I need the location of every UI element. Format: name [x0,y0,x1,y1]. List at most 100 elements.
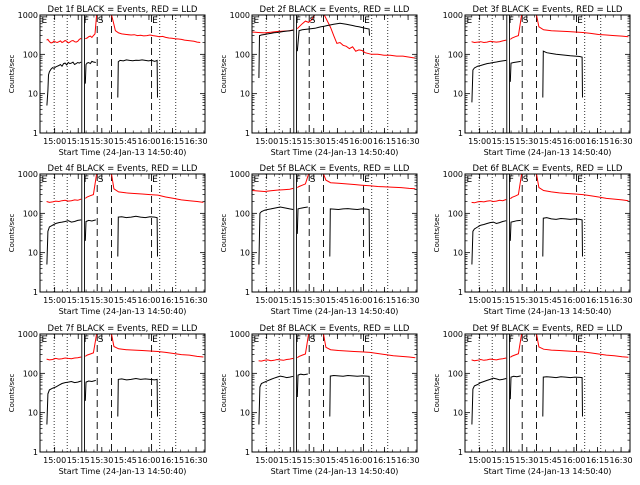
y-tick-label: 1000 [443,11,463,20]
series-segment [85,334,98,357]
y-tick-label: 100 [448,369,463,378]
series-segment [258,375,294,425]
marker-letter: S [98,335,104,345]
reference-lines [478,334,602,452]
x-tick-label: 15:45 [326,137,349,146]
y-tick-label: 10 [240,249,250,258]
series-segment [329,208,370,257]
series-segment [296,373,308,398]
series-segment [542,217,583,257]
marker-letter: E [364,335,370,345]
reference-lines [53,334,177,452]
y-tick-label: 1 [245,129,250,138]
y-tick-label: 100 [23,209,38,218]
x-tick-label: 16:00 [562,456,585,465]
plot-frame [251,173,418,293]
plot-frame [251,14,418,134]
y-tick-label: 1 [245,448,250,457]
x-axis-label: Start Time (24-Jan-13 14:50:40) [271,148,399,157]
x-tick-label: 16:00 [349,456,372,465]
x-axis-label: Start Time (24-Jan-13 14:50:40) [484,148,612,157]
series-segment [296,206,308,234]
x-tick-label: 15:30 [302,296,325,305]
series-segment [471,59,507,103]
y-tick-label: 10 [240,90,250,99]
x-tick-label: 16:15 [161,296,184,305]
marker-letter: F [296,16,301,26]
events-series [258,373,370,425]
y-tick-label: 10 [240,409,250,418]
x-tick-label: 16:30 [185,137,208,146]
reference-lines [53,15,177,133]
x-tick-label: 16:00 [562,137,585,146]
marker-letter: S [523,16,529,26]
x-tick-label: 15:45 [114,137,137,146]
panel-title: Det 4f BLACK = Events, RED = LLD [48,164,198,174]
x-tick-label: 15:45 [539,456,562,465]
series-segment [509,375,521,400]
y-tick-label: 1000 [230,330,250,339]
marker-letter: S [98,16,104,26]
series-segment [509,174,523,200]
y-axis-label: Counts/sec [8,214,16,253]
panel-title: Det 7f BLACK = Events, RED = LLD [48,324,198,334]
y-tick-label: 100 [235,50,250,59]
series-segment [471,377,507,425]
x-tick-label: 16:30 [610,456,633,465]
x-tick-label: 15:45 [114,296,137,305]
events-series [471,375,583,425]
series-segment [471,357,507,362]
marker-letter: S [523,335,529,345]
x-tick-label: 16:30 [610,296,633,305]
x-tick-label: 15:45 [326,296,349,305]
x-tick-label: 16:15 [586,296,609,305]
x-tick-label: 15:15 [492,456,515,465]
x-tick-label: 15:30 [515,296,538,305]
detector-panel-3: Det 3f BLACK = Events, RED = LLD Counts/s… [433,5,633,157]
x-tick-label: 15:00 [43,456,66,465]
marker-letter: F [84,175,89,185]
series-segment [296,22,370,52]
series-segment [296,15,322,29]
marker-letter: E [466,335,472,345]
marker-letter: E [577,16,583,26]
series-segment [46,356,82,361]
panel-title: Det 9f BLACK = Events, RED = LLD [473,324,623,334]
lld-series [46,334,204,361]
x-tick-label: 15:15 [279,296,302,305]
lld-series [471,15,629,44]
series-segment [536,174,629,202]
series-segment [536,15,629,38]
marker-letter: E [41,175,47,185]
y-tick-label: 1000 [443,170,463,179]
series-segment [510,334,523,358]
marker-letter: E [253,175,259,185]
events-series [258,206,370,265]
y-tick-label: 1 [245,288,250,297]
x-axis-label: Start Time (24-Jan-13 14:50:40) [484,467,612,476]
x-tick-label: 15:30 [90,456,113,465]
detector-panel-2: Det 2f BLACK = Events, RED = LLD Counts/s… [220,5,420,157]
marker-letter: E [577,335,583,345]
series-segment [471,199,507,204]
x-tick-label: 16:30 [610,137,633,146]
lld-series [252,174,416,193]
plot-frame [464,14,631,134]
series-segment [84,379,96,401]
x-tick-label: 15:00 [255,296,278,305]
events-series [258,22,370,79]
y-tick-label: 100 [235,369,250,378]
marker-letter: E [466,175,472,185]
panel-title: Det 1f BLACK = Events, RED = LLD [48,5,198,15]
y-axis-label: Counts/sec [8,55,16,94]
x-tick-label: 15:15 [492,137,515,146]
x-tick-label: 15:45 [539,296,562,305]
y-tick-label: 1 [33,448,38,457]
x-tick-label: 15:15 [279,456,302,465]
x-tick-label: 15:45 [114,456,137,465]
y-tick-label: 10 [28,249,38,258]
series-segment [117,215,158,257]
marker-letter: E [364,175,370,185]
